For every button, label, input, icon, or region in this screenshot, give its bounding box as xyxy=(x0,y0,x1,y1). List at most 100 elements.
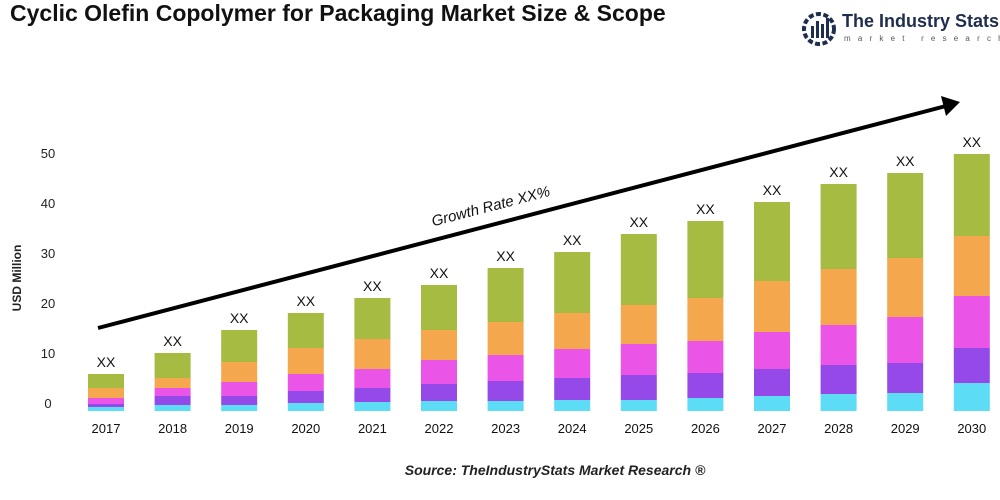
bar-segment xyxy=(487,322,524,355)
x-tick-label: 2021 xyxy=(358,421,387,436)
bar-value-label: XX xyxy=(763,182,782,198)
bar-segment xyxy=(154,353,191,378)
bar-segment xyxy=(554,378,591,400)
bar-segment xyxy=(953,296,990,348)
x-tick-label: 2025 xyxy=(624,421,653,436)
bar-segment xyxy=(953,236,990,296)
arrow-head-icon xyxy=(941,96,960,116)
bar-segment xyxy=(421,330,457,360)
bar-segment xyxy=(287,391,324,403)
bar-segment xyxy=(620,234,657,305)
bar-segment xyxy=(620,305,657,344)
x-tick-label: 2023 xyxy=(491,421,520,436)
bar-segment xyxy=(88,388,124,398)
bar-segment xyxy=(421,285,457,330)
bar-segment xyxy=(953,348,990,383)
bar-segment xyxy=(687,398,724,411)
bar-segment xyxy=(287,403,324,411)
source-note: Source: TheIndustryStats Market Research… xyxy=(404,462,706,478)
bar-segment xyxy=(953,383,990,411)
bar-segment xyxy=(820,394,857,411)
bar-value-label: XX xyxy=(430,265,449,281)
growth-arrow xyxy=(97,104,947,330)
x-tick-label: 2022 xyxy=(425,421,454,436)
y-tick-label: 20 xyxy=(41,296,55,311)
bar-segment xyxy=(754,369,790,396)
gear-chart-icon xyxy=(802,12,836,46)
bar-value-label: XX xyxy=(496,248,515,264)
bar-segment xyxy=(287,374,324,391)
bar-segment xyxy=(820,365,857,394)
bar-segment xyxy=(887,393,924,411)
bar-segment xyxy=(754,281,790,332)
bar-segment xyxy=(487,268,524,322)
bar-value-label: XX xyxy=(97,354,116,370)
bar-segment xyxy=(487,381,524,401)
bar-segment xyxy=(754,332,790,369)
bar-segment xyxy=(354,369,391,388)
bar-segment xyxy=(820,325,857,365)
bar-segment xyxy=(554,313,591,349)
x-tick-label: 2019 xyxy=(225,421,254,436)
bar-segment xyxy=(354,402,391,411)
bar-segment xyxy=(953,154,990,236)
x-tick-label: 2030 xyxy=(957,421,986,436)
bar-segment xyxy=(687,298,724,341)
bar-segment xyxy=(221,396,258,405)
page-title: Cyclic Olefin Copolymer for Packaging Ma… xyxy=(10,0,666,26)
bar-segment xyxy=(820,269,857,325)
bar-value-label: XX xyxy=(629,214,648,230)
bar-segment xyxy=(887,173,924,258)
logo: The Industry Stats market research xyxy=(800,8,1000,48)
bar-segment xyxy=(354,339,391,369)
y-tick-label: 50 xyxy=(41,146,55,161)
bar-segment xyxy=(221,330,258,362)
bar-segment xyxy=(687,341,724,373)
bar-segment xyxy=(421,384,457,401)
x-tick-label: 2027 xyxy=(758,421,787,436)
bar-value-label: XX xyxy=(896,153,915,169)
bar-segment xyxy=(287,313,324,348)
bar-segment xyxy=(154,388,191,396)
bar-segment xyxy=(221,382,258,396)
bar-value-label: XX xyxy=(962,134,981,150)
bar-segment xyxy=(88,404,124,407)
bar-segment xyxy=(820,184,857,269)
bar-segment xyxy=(287,348,324,374)
x-tick-label: 2029 xyxy=(891,421,920,436)
bar-segment xyxy=(221,362,258,382)
bar-value-label: XX xyxy=(563,232,582,248)
bar-value-label: XX xyxy=(163,333,182,349)
bar-segment xyxy=(687,373,724,398)
bar-segment xyxy=(154,396,191,405)
x-tick-label: 2018 xyxy=(158,421,187,436)
x-tick-label: 2024 xyxy=(558,421,587,436)
x-tick-label: 2020 xyxy=(291,421,320,436)
bar-segment xyxy=(88,374,124,388)
x-tick-label: 2026 xyxy=(691,421,720,436)
bar-segment xyxy=(88,398,124,404)
bar-segment xyxy=(487,401,524,411)
y-tick-label: 40 xyxy=(41,196,55,211)
logo-name: The Industry Stats xyxy=(842,11,1000,31)
bar-segment xyxy=(754,396,790,411)
bar-segment xyxy=(554,400,591,411)
bar-segment xyxy=(154,378,191,388)
bar-segment xyxy=(554,349,591,378)
bar-segment xyxy=(887,317,924,363)
bar-value-label: XX xyxy=(363,278,382,294)
bar-segment xyxy=(620,400,657,411)
bar-segment xyxy=(354,388,391,402)
bar-value-label: XX xyxy=(829,164,848,180)
bar-segment xyxy=(221,405,258,411)
bar-segment xyxy=(421,360,457,384)
y-tick-label: 10 xyxy=(41,346,55,361)
y-tick-label: 30 xyxy=(41,246,55,261)
bar-segment xyxy=(754,202,790,281)
bar-segment xyxy=(88,407,124,411)
bar-value-label: XX xyxy=(230,310,249,326)
bar-segment xyxy=(421,401,457,411)
x-tick-label: 2017 xyxy=(92,421,121,436)
